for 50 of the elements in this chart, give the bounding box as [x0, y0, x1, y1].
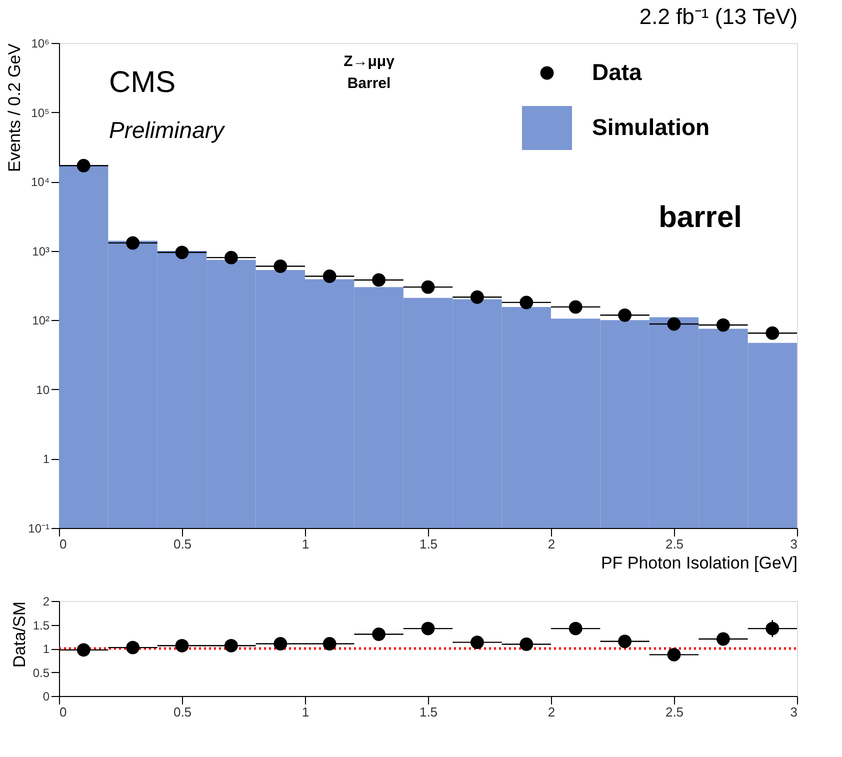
- x-tick-label: 2: [548, 536, 556, 552]
- point: [520, 296, 534, 310]
- annotation: Z→μμγ: [344, 53, 396, 70]
- x-tick-label: 2: [548, 704, 556, 720]
- y-tick-label: 10⁵: [31, 106, 50, 120]
- y-axis-title: Events / 0.2 GeV: [5, 42, 24, 172]
- point: [126, 640, 140, 654]
- point: [224, 250, 238, 264]
- annotation: Barrel: [347, 75, 391, 92]
- annotation: CMS: [109, 66, 176, 99]
- legend-label: Simulation: [592, 114, 710, 140]
- x-tick-label: 0.5: [173, 536, 192, 552]
- x-tick-label: 2.5: [665, 704, 684, 720]
- chart-title: 2.2 fb⁻¹ (13 TeV): [639, 4, 798, 29]
- y-tick-label: 0.5: [32, 666, 50, 680]
- point: [126, 236, 140, 250]
- point: [76, 643, 90, 657]
- y-axis-title: Data/SM: [10, 602, 29, 668]
- point: [667, 317, 681, 331]
- y-tick-label: 10: [36, 382, 50, 397]
- y-tick-label: 10³: [32, 244, 50, 258]
- x-tick-label: 3: [790, 536, 798, 552]
- point: [421, 280, 435, 294]
- x-tick-label: 1: [302, 704, 310, 720]
- annotation: Preliminary: [109, 117, 226, 143]
- y-tick-label: 1: [42, 452, 50, 466]
- y-tick-label: 0: [42, 690, 50, 704]
- x-tick-label: 2.5: [665, 536, 684, 552]
- point: [470, 290, 484, 304]
- x-tick-label: 1.5: [419, 704, 438, 720]
- x-tick-label: 0.5: [173, 704, 192, 720]
- x-tick-label: 1.5: [419, 536, 438, 552]
- legend-label: Data: [592, 59, 642, 85]
- y-tick-label: 1.5: [32, 618, 50, 632]
- y-tick-label: 1: [42, 642, 50, 656]
- annotation: barrel: [658, 201, 742, 234]
- x-tick-label: 0: [60, 536, 67, 552]
- point: [716, 318, 730, 332]
- y-tick-label: 10⁶: [31, 36, 50, 50]
- y-tick-label: 10²: [32, 314, 50, 328]
- x-tick-label: 1: [302, 536, 310, 552]
- point: [76, 158, 90, 172]
- x-tick-label: 3: [790, 704, 798, 720]
- point: [766, 326, 780, 340]
- y-tick-label: 2: [42, 594, 50, 608]
- point: [372, 273, 386, 287]
- y-tick-label: 10⁴: [30, 175, 50, 190]
- x-axis-title: PF Photon Isolation [GeV]: [600, 554, 798, 572]
- x-tick-label: 0: [60, 704, 67, 720]
- y-tick-label: 10⁻¹: [28, 522, 50, 536]
